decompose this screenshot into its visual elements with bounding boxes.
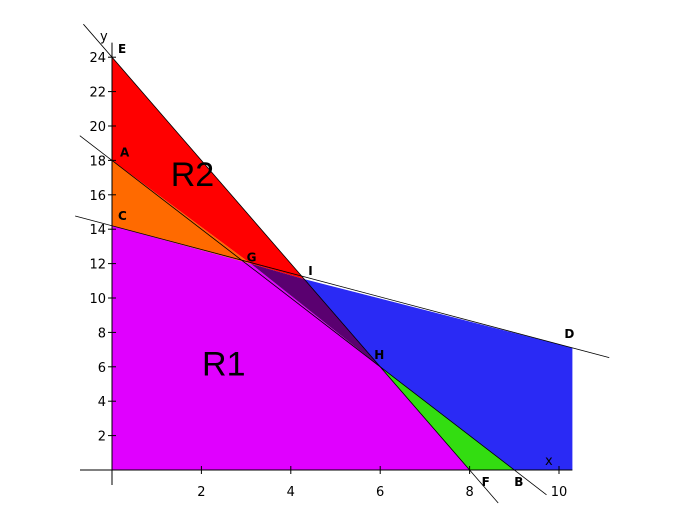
x-tick-label: 6: [376, 485, 384, 500]
region-labels: R1 R2: [171, 156, 246, 383]
region-r1: [112, 225, 470, 470]
region-sub-3: [250, 263, 381, 367]
y-tick-label: 12: [89, 258, 106, 273]
x-axis-label: x: [545, 454, 553, 469]
point-label-d: D: [564, 327, 574, 341]
constraint-lines: [75, 23, 610, 504]
y-tick-label: 16: [89, 189, 106, 204]
x-tick-label: 2: [197, 485, 205, 500]
point-label-e: E: [118, 42, 126, 56]
region-label-r2: R2: [171, 156, 214, 194]
point-label-f: F: [482, 475, 490, 489]
region-label-r1: R1: [202, 345, 245, 383]
point-label-i: I: [308, 264, 312, 278]
y-tick-label: 14: [89, 223, 106, 238]
y-tick-label: 22: [89, 86, 106, 101]
constraint-line-3: [83, 23, 499, 504]
x-tick-label: 4: [287, 485, 295, 500]
point-label-b: B: [514, 475, 523, 489]
x-tick-label: 10: [551, 485, 568, 500]
y-tick-label: 8: [98, 326, 106, 341]
point-label-a: A: [120, 145, 130, 159]
constraint-line-2: [75, 215, 610, 359]
point-label-c: C: [118, 209, 127, 223]
region-sub-4: [304, 279, 573, 470]
point-label-h: H: [374, 348, 384, 362]
y-tick-label: 4: [98, 395, 106, 410]
y-tick-label: 10: [89, 292, 106, 307]
y-tick-label: 6: [98, 361, 106, 376]
point-label-g: G: [247, 251, 257, 265]
constraint-line-1: [79, 135, 547, 496]
y-tick-label: 20: [89, 120, 106, 135]
x-tick-label: 8: [465, 485, 473, 500]
y-axis-label: y: [100, 30, 108, 45]
point-labels: E A C G I H D F B: [118, 42, 574, 489]
y-tick-label: 18: [89, 154, 106, 169]
regions: [112, 57, 573, 470]
y-tick-label: 24: [89, 51, 106, 66]
y-tick-label: 2: [98, 430, 106, 445]
